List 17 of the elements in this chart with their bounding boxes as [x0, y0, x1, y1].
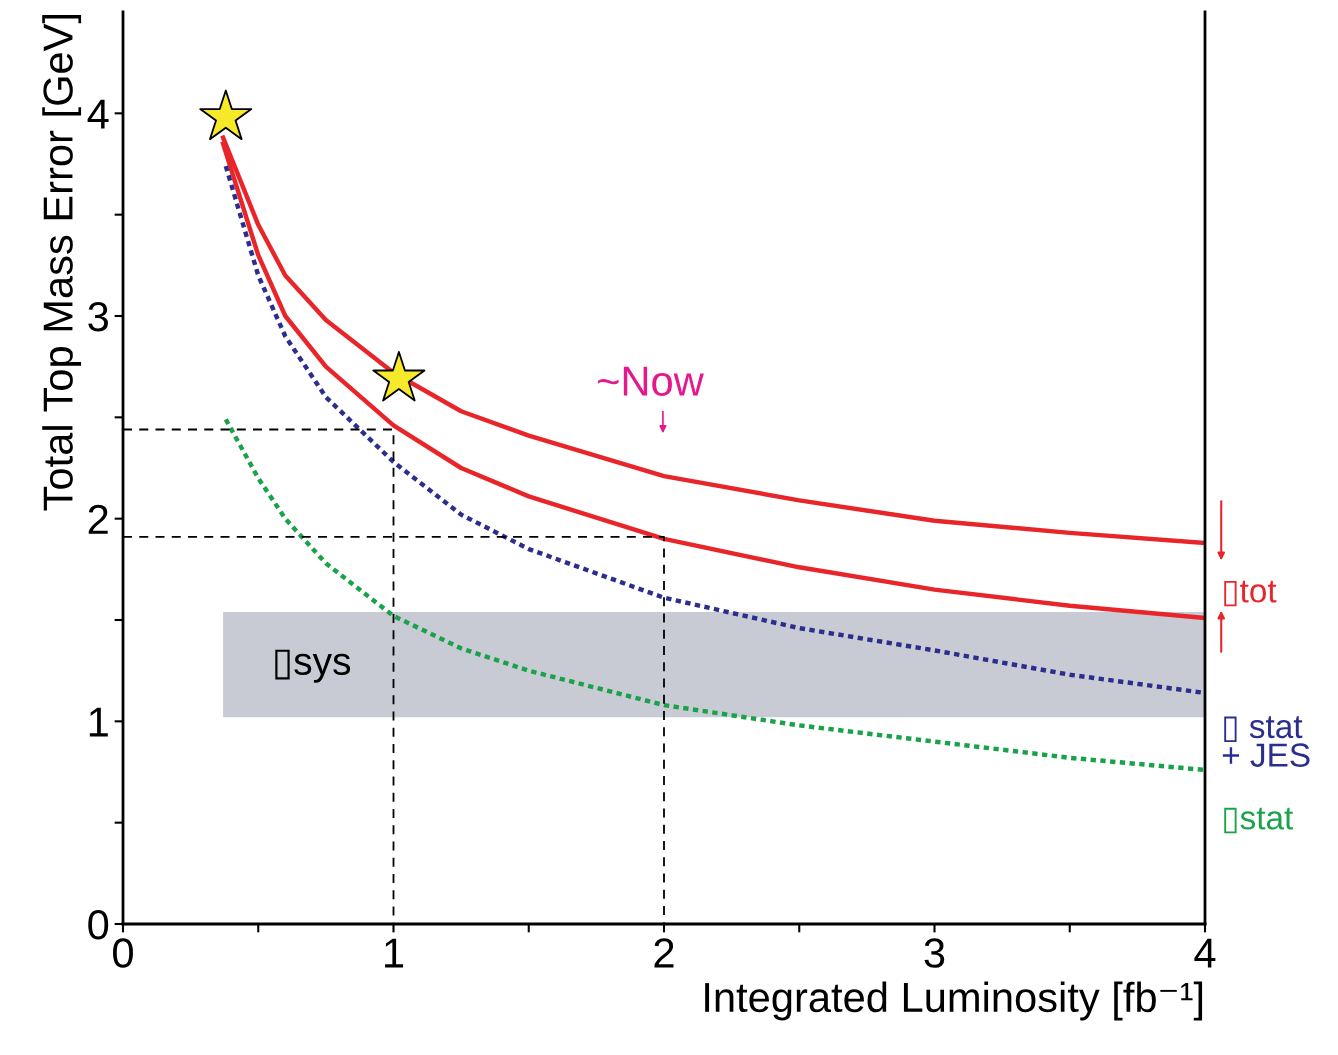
annotation: ~Now	[597, 366, 704, 396]
y-tick-label: 0	[88, 910, 109, 940]
y-tick-label: 4	[87, 99, 109, 129]
band-label: ▯sys	[275, 649, 351, 683]
x-tick-label: 3	[924, 938, 945, 968]
x-tick-label: 1	[385, 938, 404, 968]
x-tick-label: 0	[113, 938, 133, 968]
y-axis-title: Total Top Mass Error [GeV]	[42, 14, 82, 511]
y-tick-label: 1	[89, 707, 108, 737]
x-tick-label: 4	[1194, 938, 1216, 968]
x-axis-title: Integrated Luminosity [fb⁻¹]	[705, 981, 1203, 1021]
y-tick-label: 2	[88, 504, 108, 534]
y-tick-label: 3	[88, 302, 108, 332]
series-label: ▯ stat + JES	[1222, 716, 1310, 767]
x-tick-label: 2	[654, 938, 674, 968]
series-label: ▯stat	[1224, 807, 1294, 834]
legend-label: ▯tot	[1224, 580, 1277, 607]
